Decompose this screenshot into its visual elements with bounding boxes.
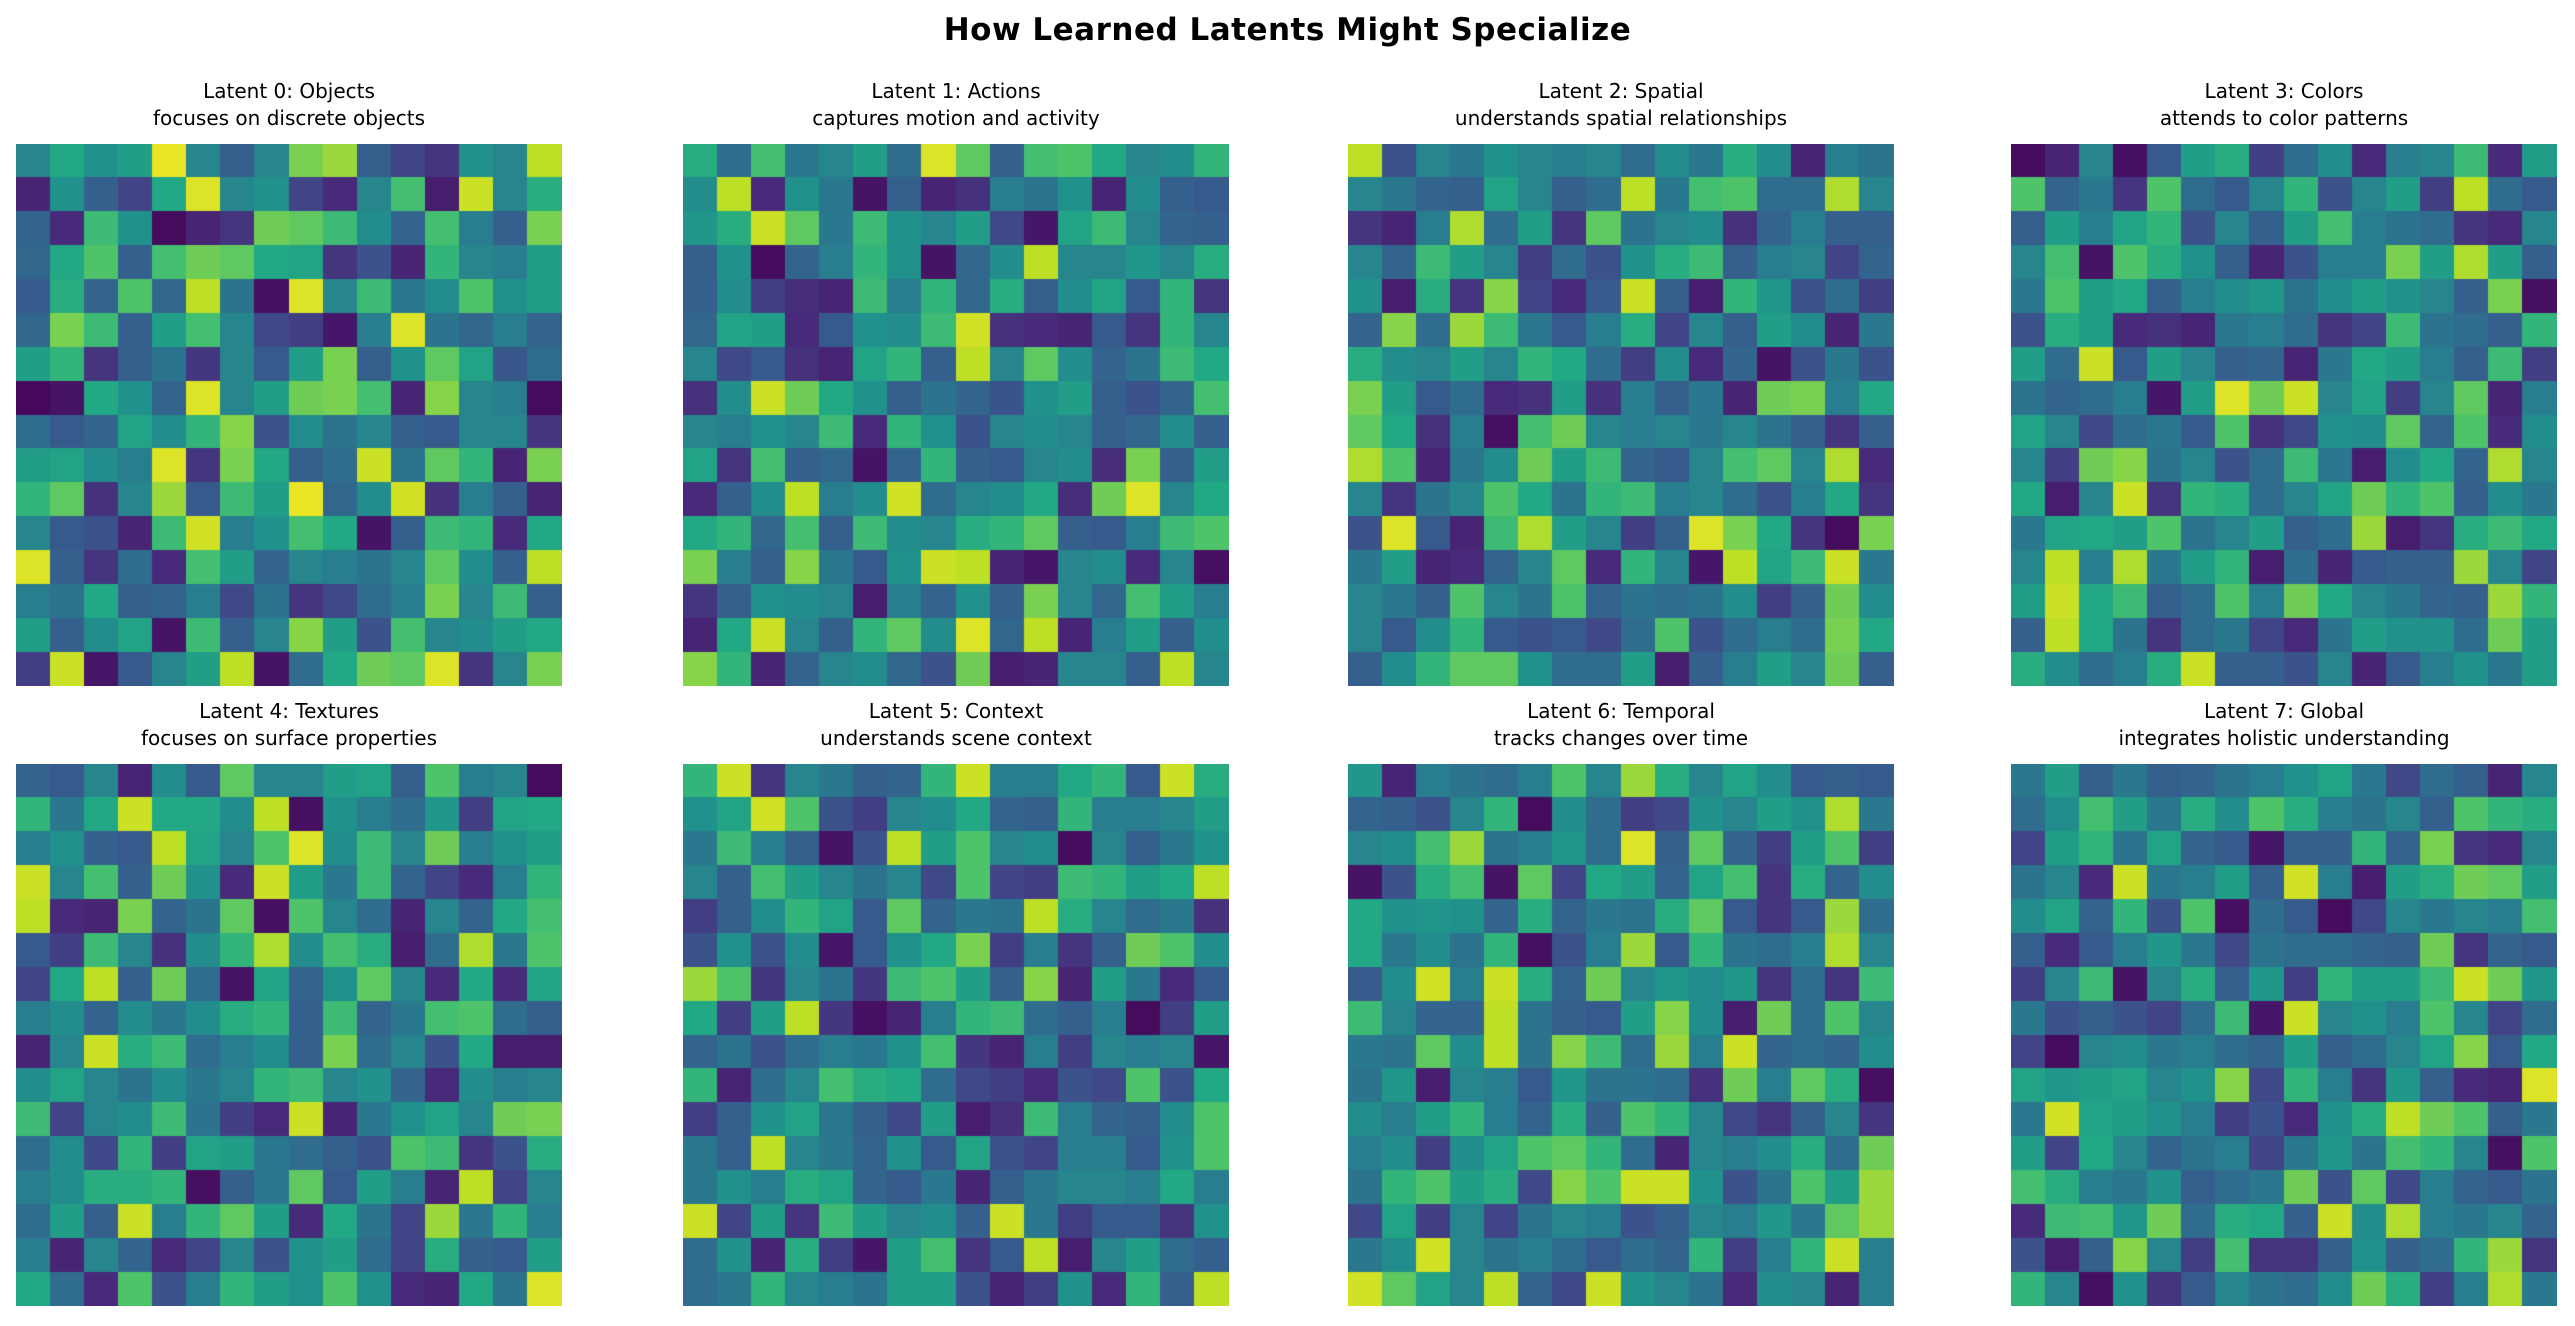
heatmap-latent-3 [2011,144,2557,686]
panel-latent-5: Latent 5: Context understands scene cont… [683,698,1229,1306]
panel-title: Latent 1: Actions captures motion and ac… [683,78,1229,136]
heatmap-latent-7 [2011,764,2557,1306]
panel-title-line2: tracks changes over time [1493,726,1749,750]
panel-latent-0: Latent 0: Objects focuses on discrete ob… [16,78,562,686]
heatmap-latent-4 [16,764,562,1306]
panel-title-line1: Latent 0: Objects [203,79,375,103]
heatmap-latent-5 [683,764,1229,1306]
panel-latent-7: Latent 7: Global integrates holistic und… [2011,698,2557,1306]
panel-title: Latent 2: Spatial understands spatial re… [1348,78,1894,136]
panel-title-line1: Latent 7: Global [2203,699,2365,723]
heatmap-latent-6 [1348,764,1894,1306]
panel-title: Latent 3: Colors attends to color patter… [2011,78,2557,136]
heatmap-latent-2 [1348,144,1894,686]
panel-title: Latent 4: Textures focuses on surface pr… [16,698,562,756]
panel-title-line2: understands spatial relationships [1454,106,1788,130]
panel-title: Latent 6: Temporal tracks changes over t… [1348,698,1894,756]
panel-title-line1: Latent 3: Colors [2204,79,2364,103]
panel-title-line2: integrates holistic understanding [2118,726,2450,750]
panel-title-line2: attends to color patterns [2159,106,2409,130]
figure-title: How Learned Latents Might Specialize [943,12,1632,48]
panel-title: Latent 5: Context understands scene cont… [683,698,1229,756]
panel-title-line2: focuses on discrete objects [152,106,426,130]
panel-title-line1: Latent 6: Temporal [1527,699,1715,723]
panel-latent-6: Latent 6: Temporal tracks changes over t… [1348,698,1894,1306]
panel-title-line1: Latent 2: Spatial [1538,79,1704,103]
panel-title-line2: captures motion and activity [812,106,1100,130]
panel-title-line2: focuses on surface properties [140,726,438,750]
panel-title-line1: Latent 5: Context [868,699,1044,723]
heatmap-latent-0 [16,144,562,686]
panel-latent-2: Latent 2: Spatial understands spatial re… [1348,78,1894,686]
panel-title: Latent 0: Objects focuses on discrete ob… [16,78,562,136]
panel-latent-1: Latent 1: Actions captures motion and ac… [683,78,1229,686]
panel-title: Latent 7: Global integrates holistic und… [2011,698,2557,756]
panel-title-line2: understands scene context [820,726,1092,750]
panel-title-line1: Latent 4: Textures [199,699,379,723]
panel-title-line1: Latent 1: Actions [871,79,1041,103]
panel-latent-3: Latent 3: Colors attends to color patter… [2011,78,2557,686]
panel-latent-4: Latent 4: Textures focuses on surface pr… [16,698,562,1306]
heatmap-latent-1 [683,144,1229,686]
